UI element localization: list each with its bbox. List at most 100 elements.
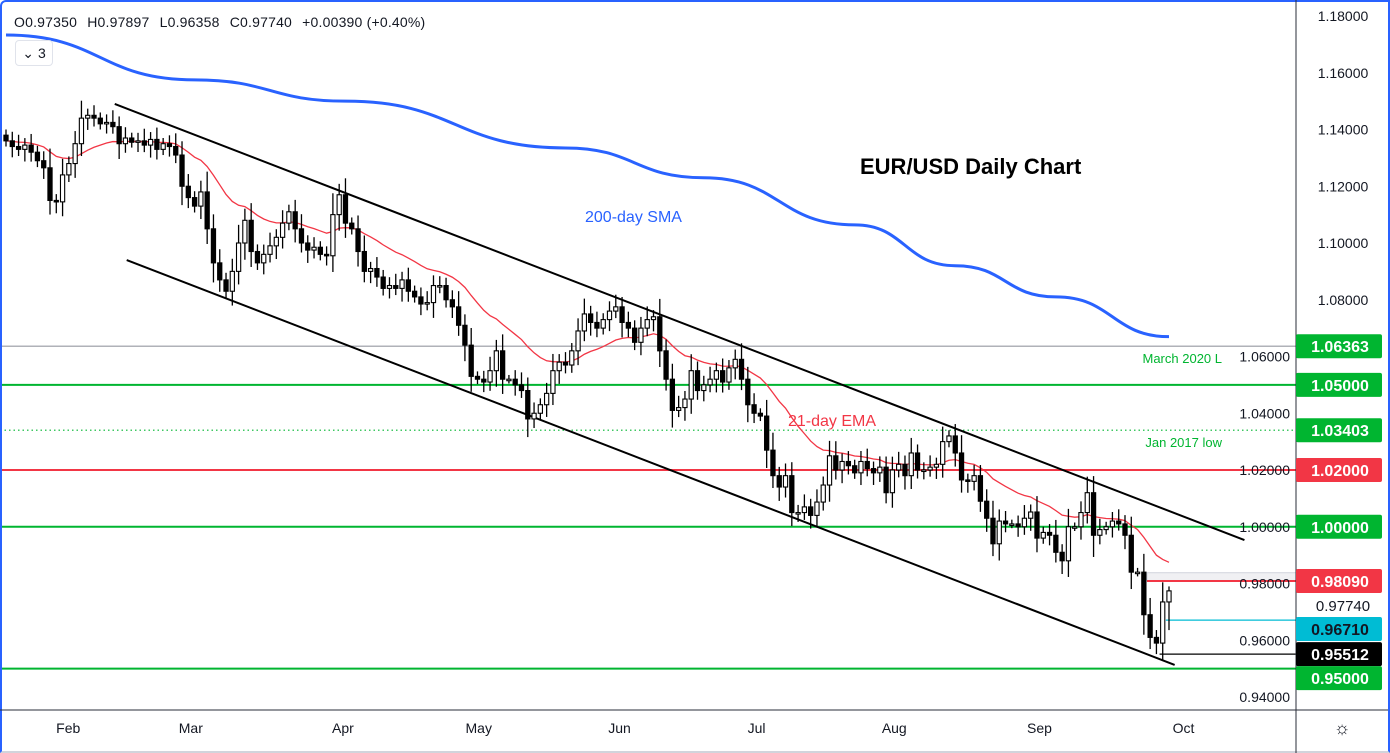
candle-body-down xyxy=(191,197,198,207)
candle-body-down xyxy=(9,140,15,148)
candle xyxy=(9,131,15,158)
candle-body-down xyxy=(41,160,47,169)
candle-body-down xyxy=(657,316,663,352)
candle xyxy=(78,100,85,157)
price-badge xyxy=(1296,458,1382,482)
candle xyxy=(305,235,311,263)
candle-body-down xyxy=(179,154,185,187)
candle-body-up xyxy=(726,367,732,383)
candle xyxy=(53,194,59,214)
candle xyxy=(694,361,701,400)
candle xyxy=(1009,519,1015,529)
gear-icon[interactable]: ☼ xyxy=(1333,718,1351,738)
x-tick-label: Oct xyxy=(1173,720,1195,736)
candle-body-up xyxy=(1103,526,1109,531)
candle xyxy=(449,290,455,318)
candle xyxy=(462,314,468,362)
candle-body-down xyxy=(1046,531,1053,536)
candle xyxy=(405,267,411,302)
candle-body-down xyxy=(663,350,669,380)
candle xyxy=(820,476,826,511)
candle-body-down xyxy=(562,361,569,366)
candle-body-up xyxy=(437,285,443,288)
candle-body-down xyxy=(1141,571,1147,616)
indicators-collapse-button[interactable]: ⌄ 3 xyxy=(15,40,53,66)
candle xyxy=(581,298,588,342)
candle-body-down xyxy=(751,404,757,414)
candle xyxy=(587,305,594,336)
low-value: L0.96358 xyxy=(159,14,220,30)
candle-body-down xyxy=(883,466,889,494)
candle xyxy=(764,399,770,469)
candle-body-up xyxy=(889,469,896,494)
candle xyxy=(965,473,971,493)
candle xyxy=(1034,496,1040,553)
candle-body-down xyxy=(1116,520,1122,525)
candle-body-down xyxy=(317,246,323,255)
candle-body-down xyxy=(418,296,424,305)
candle xyxy=(468,327,474,392)
candle xyxy=(248,203,254,267)
candle xyxy=(1134,567,1141,577)
candle-body-up xyxy=(569,350,575,366)
candle xyxy=(745,366,751,423)
candle xyxy=(958,435,965,493)
candle xyxy=(801,494,808,520)
candle xyxy=(198,180,204,220)
candle xyxy=(317,241,323,261)
candle xyxy=(556,354,562,384)
candle-body-down xyxy=(952,435,958,454)
candle-body-down xyxy=(631,327,638,343)
candle xyxy=(179,141,185,206)
candle-body-up xyxy=(606,310,613,321)
candle-body-up xyxy=(650,316,657,321)
candle-body-down xyxy=(468,344,474,377)
candle-body-down xyxy=(173,145,179,156)
candle xyxy=(3,129,9,147)
candle xyxy=(147,132,154,158)
candle-body-up xyxy=(613,306,619,312)
candle-body-down xyxy=(97,117,103,125)
candle xyxy=(650,310,657,332)
candle-body-up xyxy=(638,327,644,343)
candle xyxy=(430,275,437,318)
candle-body-up xyxy=(814,501,820,516)
candle xyxy=(575,318,581,366)
candle xyxy=(782,463,789,498)
candle xyxy=(625,311,632,338)
price-badge-label: 1.06363 xyxy=(1311,339,1369,356)
candle-body-down xyxy=(902,463,908,477)
candle-body-down xyxy=(53,199,59,203)
candle-body-up xyxy=(311,246,317,251)
candle xyxy=(688,354,694,414)
candle-body-up xyxy=(550,370,556,394)
candle xyxy=(996,509,1002,561)
candle xyxy=(707,366,713,393)
candle-body-down xyxy=(323,253,330,257)
candle-body-down xyxy=(745,378,751,406)
candle-body-down xyxy=(110,121,116,128)
candle xyxy=(795,504,801,522)
price-badge xyxy=(1296,642,1382,667)
candle-body-down xyxy=(587,313,594,323)
candle-body-down xyxy=(248,219,254,253)
candle-body-up xyxy=(147,138,154,146)
candle-body-down xyxy=(990,517,996,545)
chart-title: EUR/USD Daily Chart xyxy=(860,154,1082,179)
y-tick-label: 0.94000 xyxy=(1239,689,1290,705)
candle xyxy=(512,370,518,396)
candle xyxy=(15,134,22,157)
candle-body-up xyxy=(801,506,808,514)
candle xyxy=(1002,511,1009,533)
sma-200-line xyxy=(5,33,1170,339)
candle-body-up xyxy=(921,469,927,473)
candle-body-down xyxy=(474,375,481,380)
candle xyxy=(776,466,782,501)
candle-body-down xyxy=(789,475,795,514)
candle xyxy=(411,285,418,303)
chevron-down-icon: ⌄ xyxy=(22,44,34,61)
candle xyxy=(1028,504,1034,531)
price-badge xyxy=(1296,616,1382,641)
candle xyxy=(1046,524,1053,546)
